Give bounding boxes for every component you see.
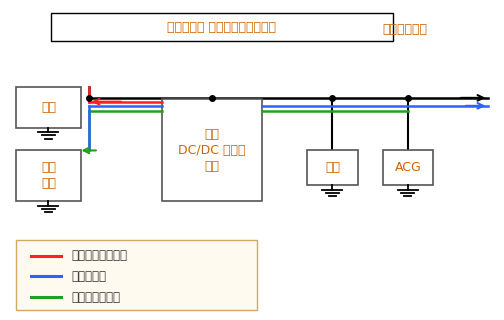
Text: 怠速熄火时: 怠速熄火时 xyxy=(71,270,106,283)
Text: 电容
模组: 电容 模组 xyxy=(41,161,56,190)
Bar xyxy=(16,240,257,310)
Text: 定子: 定子 xyxy=(41,101,56,114)
Bar xyxy=(161,100,262,201)
Text: 电装设备负载: 电装设备负载 xyxy=(383,23,428,36)
Bar xyxy=(383,150,433,186)
Bar xyxy=(51,13,393,41)
Bar xyxy=(16,150,81,201)
Text: 双向
DC/DC 转换器
组件: 双向 DC/DC 转换器 组件 xyxy=(178,128,245,173)
Bar xyxy=(307,150,357,186)
Text: 发动机再次启动时: 发动机再次启动时 xyxy=(71,249,127,262)
Text: 电容器电源 怠速熄火系统的框图: 电容器电源 怠速熄火系统的框图 xyxy=(167,20,276,34)
Bar xyxy=(16,87,81,128)
Text: 减速能量回收时: 减速能量回收时 xyxy=(71,291,120,303)
Text: 电池: 电池 xyxy=(325,162,340,174)
Text: ACG: ACG xyxy=(395,162,421,174)
